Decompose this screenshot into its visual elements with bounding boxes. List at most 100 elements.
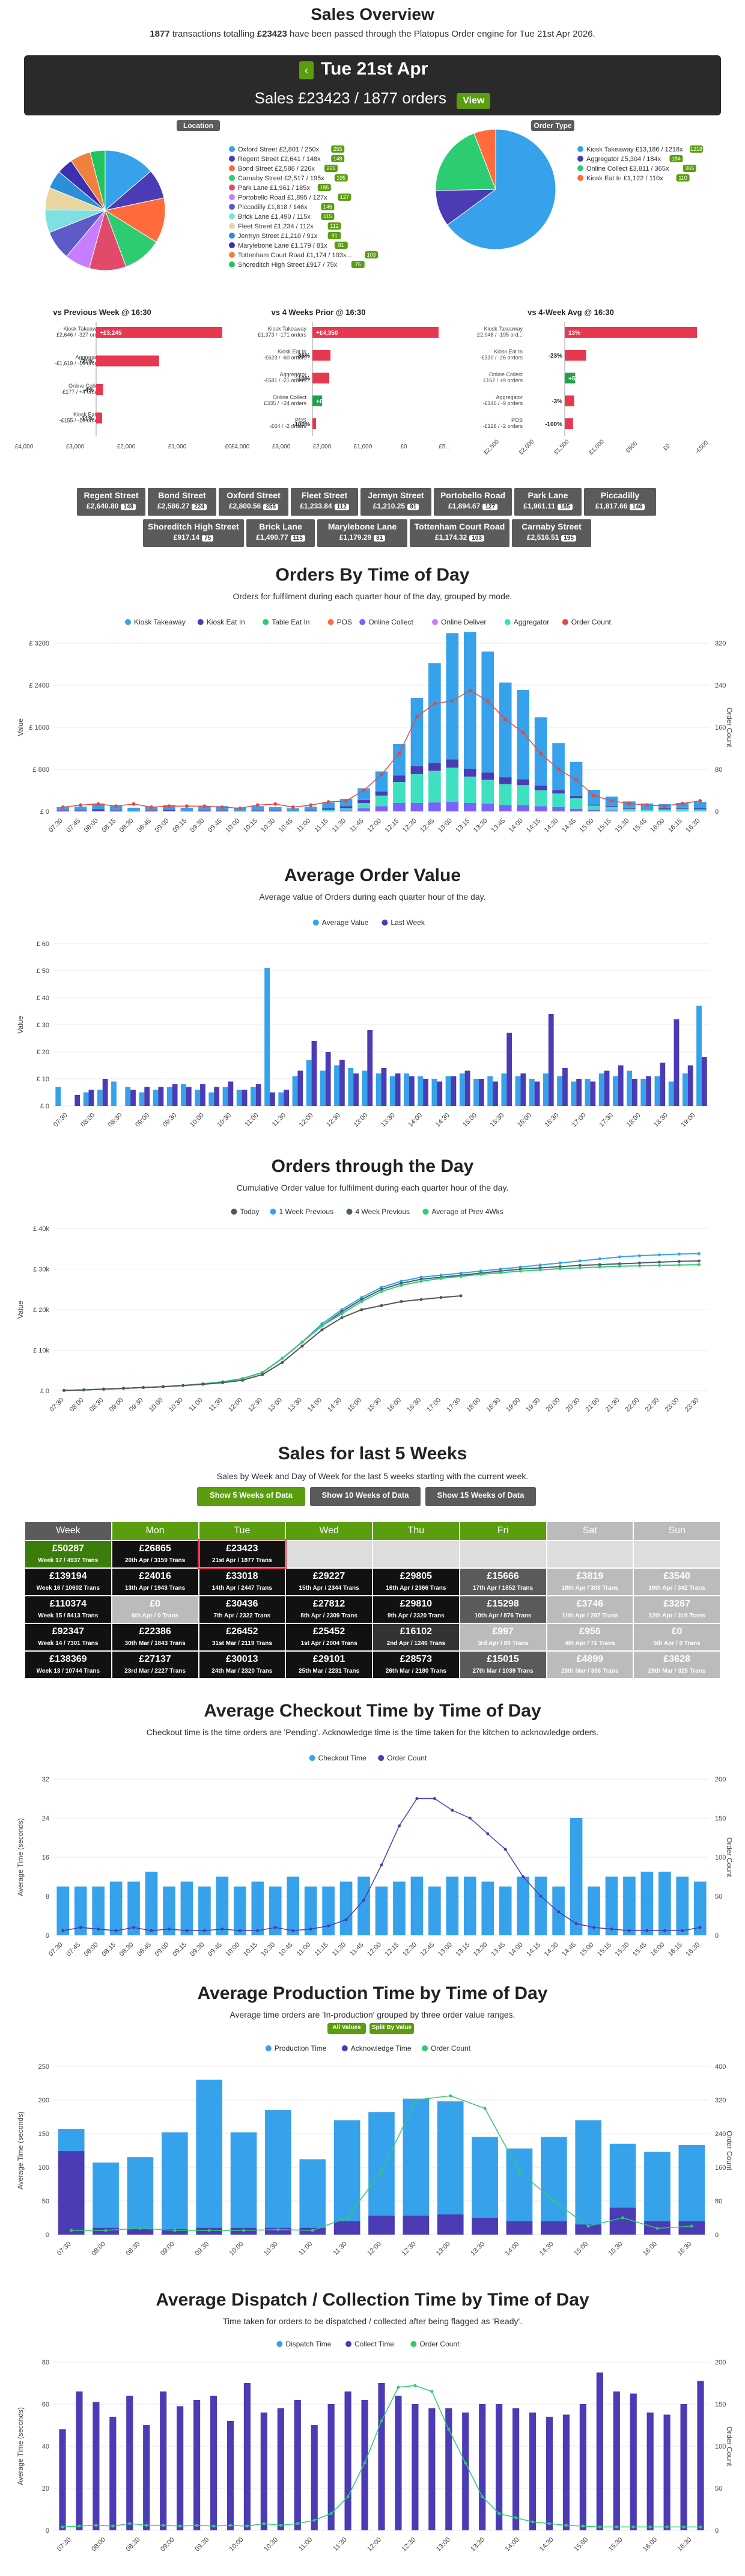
store-pill[interactable]: Fleet Street £1,233.84 112 xyxy=(291,488,358,516)
x-tick: 07:30 xyxy=(56,2241,73,2257)
view-button[interactable]: View xyxy=(457,93,491,109)
order-count-point xyxy=(346,2495,350,2498)
y-tick: 150 xyxy=(38,2131,49,2138)
x-tick: 15:00 xyxy=(573,2536,589,2553)
split-by-value-toggle[interactable]: Split By Value xyxy=(369,2023,414,2034)
bar-takeaway xyxy=(269,807,282,811)
order-count-point xyxy=(363,2461,366,2465)
store-pill[interactable]: Park Lane £1,961.11 185 xyxy=(514,488,582,516)
bar-aggregator xyxy=(623,808,636,811)
bar-last-week xyxy=(618,1065,624,1106)
store-pill[interactable]: Shoreditch High Street £917.14 75 xyxy=(143,519,244,547)
cell-value: £956 xyxy=(579,1626,601,1637)
bar-checkout xyxy=(517,1876,529,1935)
show-5-weeks-button[interactable]: Show 5 Weeks of Data xyxy=(197,1487,305,1506)
bar-checkout xyxy=(109,1881,123,1935)
all-values-toggle[interactable]: All Values xyxy=(327,2023,366,2034)
legend-dot xyxy=(229,223,235,229)
point-avg4 xyxy=(380,1290,383,1293)
order-count-point xyxy=(552,2199,556,2203)
legend-count: 112 xyxy=(330,223,338,229)
order-count-point xyxy=(414,2098,418,2102)
order-count-point xyxy=(238,806,242,810)
bar-takeaway xyxy=(180,807,193,811)
order-count-point xyxy=(521,730,525,734)
bar-aggregator xyxy=(322,810,335,811)
cell-sub: 26th Mar / 2180 Trans xyxy=(385,1668,446,1674)
compare-bar-label: -4% xyxy=(83,387,94,394)
store-count: 115 xyxy=(290,535,305,542)
order-count-point xyxy=(574,1922,578,1925)
order-count-point xyxy=(645,803,649,807)
order-count-point xyxy=(309,1927,312,1931)
bar-checkout xyxy=(198,1886,211,1935)
legend-count: 226 xyxy=(326,165,335,171)
store-pill[interactable]: Carnaby Street £2,516.51 195 xyxy=(512,519,591,547)
store-pill[interactable]: Brick Lane £1,490.77 115 xyxy=(246,519,315,547)
store-pill[interactable]: Tottenham Court Road £1,174.32 103 xyxy=(410,519,509,547)
order-count-point xyxy=(279,2524,282,2527)
store-pill[interactable]: Oxford Street £2,800.56 255 xyxy=(219,488,288,516)
order-count-point xyxy=(447,2428,451,2431)
show-10-weeks-button[interactable]: Show 10 Weeks of Data xyxy=(310,1487,421,1506)
legend-label: Table Eat In xyxy=(272,618,309,626)
bar-last-week xyxy=(590,1081,596,1106)
order-count-point xyxy=(61,1929,65,1932)
bar-last-week xyxy=(451,1076,457,1106)
x-tick: 13:45 xyxy=(490,817,506,834)
y-tick: 80 xyxy=(42,2359,49,2366)
order-count-point xyxy=(150,805,154,809)
x-tick: 13:00 xyxy=(435,2241,452,2257)
y-tick: £ 50 xyxy=(37,968,49,975)
weeks-cell: £15298 10th Apr / 876 Trans xyxy=(458,1595,547,1624)
compare-bar-label: -21% xyxy=(80,359,94,365)
store-pill[interactable]: Piccadilly £1,817.66 146 xyxy=(584,488,656,516)
x-tick: 15:30 xyxy=(607,2241,624,2257)
bar-collect xyxy=(445,2408,452,2530)
order-count-point xyxy=(184,804,189,808)
bar-checkout xyxy=(304,1886,317,1935)
compare-title: vs 4-Week Avg @ 16:30 xyxy=(528,308,614,317)
bar-eatin xyxy=(588,804,600,806)
x-tick: 11:00 xyxy=(297,2241,314,2257)
legend-dot xyxy=(341,2045,348,2051)
point-avg4 xyxy=(459,1275,463,1278)
previous-day-button[interactable]: ‹ xyxy=(299,61,314,79)
store-pill[interactable]: Jermyn Street £1,210.25 91 xyxy=(360,488,431,516)
x-tick: 14:30 xyxy=(326,1397,343,1414)
legend-label: Shoreditch High Street £917 / 75x xyxy=(238,261,338,269)
x-tick: 12:30 xyxy=(401,817,418,834)
bar-takeaway xyxy=(410,698,424,766)
y2-tick: 100 xyxy=(715,2443,726,2450)
legend-label: Order Count xyxy=(431,2044,471,2053)
x-tick: 15:00 xyxy=(461,1112,478,1129)
point-today xyxy=(201,1382,205,1386)
cell-value: £15015 xyxy=(487,1654,519,1664)
checkout-chart-title: Average Checkout Time by Time of Day xyxy=(204,1701,541,1721)
bar-last-week xyxy=(242,1090,248,1106)
point-week1 xyxy=(677,1253,681,1256)
weeks-cell: £0 5th Apr / 0 Trans xyxy=(633,1623,721,1652)
bar-checkout xyxy=(74,1886,87,1935)
show-15-weeks-button[interactable]: Show 15 Weeks of Data xyxy=(425,1487,536,1506)
store-pill[interactable]: Marylebone Lane £1,179.29 81 xyxy=(317,519,407,547)
store-pill[interactable]: Portobello Road £1,894.67 127 xyxy=(434,488,512,516)
x-tick: 13:30 xyxy=(287,1397,303,1414)
bar-last-week xyxy=(367,1030,373,1106)
x-tick: 11:30 xyxy=(331,817,347,834)
x-tick: 10:00 xyxy=(228,2536,245,2553)
bar-checkout xyxy=(623,1876,636,1935)
bar-aggregator xyxy=(588,805,600,810)
bar-collect xyxy=(446,802,459,811)
order-count-point xyxy=(665,2525,669,2529)
bar-collect xyxy=(76,2391,83,2530)
order-count-point xyxy=(327,1924,330,1927)
legend-count-bg xyxy=(331,155,345,162)
order-count-point xyxy=(627,1929,631,1932)
bar-last-week xyxy=(631,1079,637,1106)
store-pill[interactable]: Bond Street £2,586.27 224 xyxy=(148,488,216,516)
weeks-cell: £3540 19th Apr / 342 Trans xyxy=(633,1567,721,1596)
bar-collect xyxy=(375,806,388,811)
store-pill[interactable]: Regent Street £2,640.80 148 xyxy=(77,488,145,516)
bar-takeaway xyxy=(428,663,441,763)
